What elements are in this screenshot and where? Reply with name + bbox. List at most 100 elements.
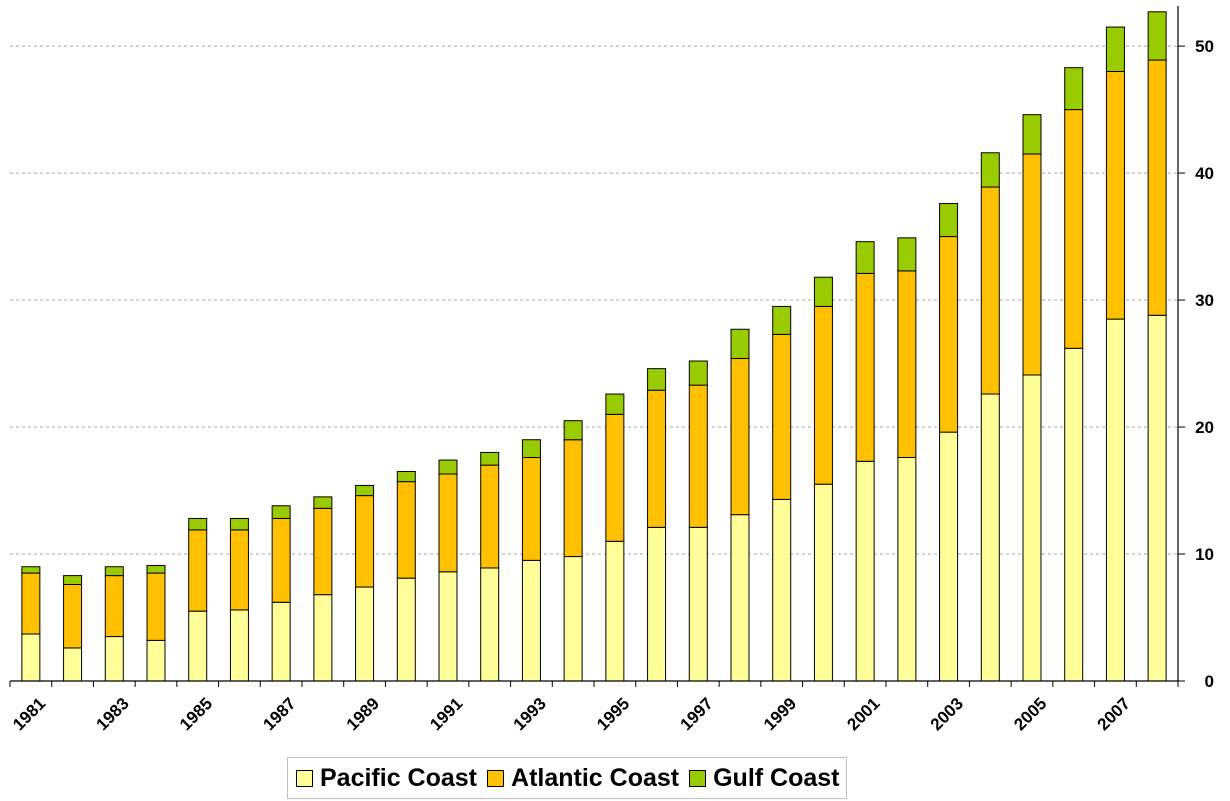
legend-swatch-atlantic-coast xyxy=(487,769,505,787)
x-tick-labels: 1981 1983 1985 1987 1989 1991 1993 1995 1997 1999… xyxy=(9,694,1134,734)
bar-pacific-coast-1985 xyxy=(188,610,208,682)
bar-pacific-coast-1988 xyxy=(313,594,333,682)
bar-gulf-coast-1988 xyxy=(313,496,333,509)
bar-gulf-coast-1985 xyxy=(188,517,208,531)
x-tick-label-1987: 1987 xyxy=(259,694,299,734)
bar-atlantic-coast-1998 xyxy=(730,357,750,516)
bar-gulf-coast-2000 xyxy=(813,276,833,307)
y-tick-labels: 0 10 20 30 40 50 xyxy=(1195,37,1214,691)
bar-atlantic-coast-1982 xyxy=(63,583,83,649)
bar-gulf-coast-2008 xyxy=(1147,11,1167,61)
bar-atlantic-coast-1981 xyxy=(21,572,41,635)
legend: Pacific Coast Atlantic Coast Gulf Coast xyxy=(287,757,847,799)
bar-atlantic-coast-2001 xyxy=(855,272,875,462)
bar-atlantic-coast-1984 xyxy=(146,572,166,641)
bar-gulf-coast-1982 xyxy=(63,575,83,585)
bar-pacific-coast-2006 xyxy=(1064,347,1084,682)
bar-pacific-coast-1983 xyxy=(104,636,124,682)
bar-pacific-coast-2001 xyxy=(855,460,875,682)
bar-atlantic-coast-1996 xyxy=(647,389,667,528)
bar-pacific-coast-1999 xyxy=(772,498,792,682)
bar-pacific-coast-1987 xyxy=(271,601,291,682)
x-tick-label-2001: 2001 xyxy=(843,694,883,734)
stacked-bar-chart: 0 10 20 30 40 50 1981 1983 1985 1987 1989 1991 1993… xyxy=(9,6,1214,734)
bar-atlantic-coast-2005 xyxy=(1022,153,1042,376)
bars-group xyxy=(21,11,1167,682)
bar-pacific-coast-1998 xyxy=(730,514,750,682)
x-tick-label-1981: 1981 xyxy=(9,694,49,734)
bar-gulf-coast-1995 xyxy=(605,393,625,415)
bar-gulf-coast-1994 xyxy=(563,420,583,441)
bar-gulf-coast-2005 xyxy=(1022,114,1042,155)
x-tick-label-1999: 1999 xyxy=(760,694,800,734)
bar-atlantic-coast-1999 xyxy=(772,333,792,500)
bar-pacific-coast-1996 xyxy=(647,526,667,682)
bar-pacific-coast-1990 xyxy=(396,577,416,682)
x-tick-label-2003: 2003 xyxy=(927,694,967,734)
bar-gulf-coast-1987 xyxy=(271,505,291,519)
bar-atlantic-coast-1993 xyxy=(521,457,541,561)
legend-label-atlantic-coast: Atlantic Coast xyxy=(511,763,680,792)
legend-item-pacific-coast: Pacific Coast xyxy=(296,764,477,793)
legend-label-gulf-coast: Gulf Coast xyxy=(713,763,840,792)
bar-pacific-coast-1981 xyxy=(21,633,41,682)
y-tick-label-50: 50 xyxy=(1195,37,1214,56)
bar-pacific-coast-2005 xyxy=(1022,374,1042,682)
bar-atlantic-coast-2004 xyxy=(980,186,1000,395)
legend-label-pacific-coast: Pacific Coast xyxy=(320,763,478,792)
bar-gulf-coast-1981 xyxy=(21,566,41,574)
legend-item-gulf-coast: Gulf Coast xyxy=(689,763,840,793)
x-tick-label-1991: 1991 xyxy=(426,694,466,734)
bar-atlantic-coast-1988 xyxy=(313,507,333,596)
bar-pacific-coast-1991 xyxy=(438,571,458,682)
y-tick-label-30: 30 xyxy=(1195,291,1214,310)
bar-atlantic-coast-2006 xyxy=(1064,109,1084,349)
bar-gulf-coast-1986 xyxy=(229,517,249,531)
bar-atlantic-coast-2000 xyxy=(813,305,833,485)
bar-gulf-coast-1989 xyxy=(355,484,375,497)
bar-pacific-coast-2008 xyxy=(1147,314,1167,682)
bar-atlantic-coast-1986 xyxy=(229,529,249,611)
bar-atlantic-coast-1994 xyxy=(563,439,583,558)
legend-swatch-gulf-coast xyxy=(689,769,707,787)
bar-gulf-coast-1998 xyxy=(730,328,750,359)
bar-pacific-coast-1984 xyxy=(146,639,166,682)
bar-gulf-coast-2003 xyxy=(939,203,959,238)
bar-gulf-coast-1993 xyxy=(521,439,541,459)
bar-atlantic-coast-1997 xyxy=(688,384,708,528)
y-tick-label-20: 20 xyxy=(1195,418,1214,437)
x-tick-label-1989: 1989 xyxy=(343,694,383,734)
y-tick-label-10: 10 xyxy=(1195,545,1214,564)
bar-gulf-coast-1996 xyxy=(647,368,667,391)
bar-pacific-coast-1986 xyxy=(229,609,249,682)
y-tick-label-40: 40 xyxy=(1195,164,1214,183)
bar-atlantic-coast-2002 xyxy=(897,270,917,459)
y-tick-label-0: 0 xyxy=(1205,672,1214,691)
bar-atlantic-coast-1983 xyxy=(104,575,124,638)
bar-gulf-coast-1991 xyxy=(438,459,458,475)
bar-gulf-coast-2004 xyxy=(980,152,1000,188)
bar-pacific-coast-1994 xyxy=(563,556,583,682)
bar-pacific-coast-1992 xyxy=(480,567,500,682)
bar-pacific-coast-2007 xyxy=(1105,318,1125,682)
bar-gulf-coast-1997 xyxy=(688,360,708,386)
x-tick-label-1983: 1983 xyxy=(93,694,133,734)
bar-pacific-coast-2002 xyxy=(897,457,917,682)
bar-gulf-coast-1999 xyxy=(772,305,792,335)
bar-pacific-coast-1989 xyxy=(355,586,375,682)
legend-swatch-pacific-coast xyxy=(296,769,313,787)
bar-gulf-coast-2006 xyxy=(1064,67,1084,111)
bar-gulf-coast-1983 xyxy=(104,566,124,577)
bar-atlantic-coast-2008 xyxy=(1147,59,1167,316)
bar-pacific-coast-1993 xyxy=(521,559,541,682)
bar-gulf-coast-1992 xyxy=(480,451,500,466)
bar-gulf-coast-2007 xyxy=(1105,26,1125,72)
bar-atlantic-coast-1989 xyxy=(355,495,375,588)
bar-pacific-coast-2004 xyxy=(980,393,1000,682)
x-tick-label-2007: 2007 xyxy=(1094,694,1134,734)
bar-atlantic-coast-1985 xyxy=(188,529,208,612)
bar-pacific-coast-1995 xyxy=(605,540,625,682)
bar-atlantic-coast-1991 xyxy=(438,473,458,573)
bar-gulf-coast-2001 xyxy=(855,241,875,274)
